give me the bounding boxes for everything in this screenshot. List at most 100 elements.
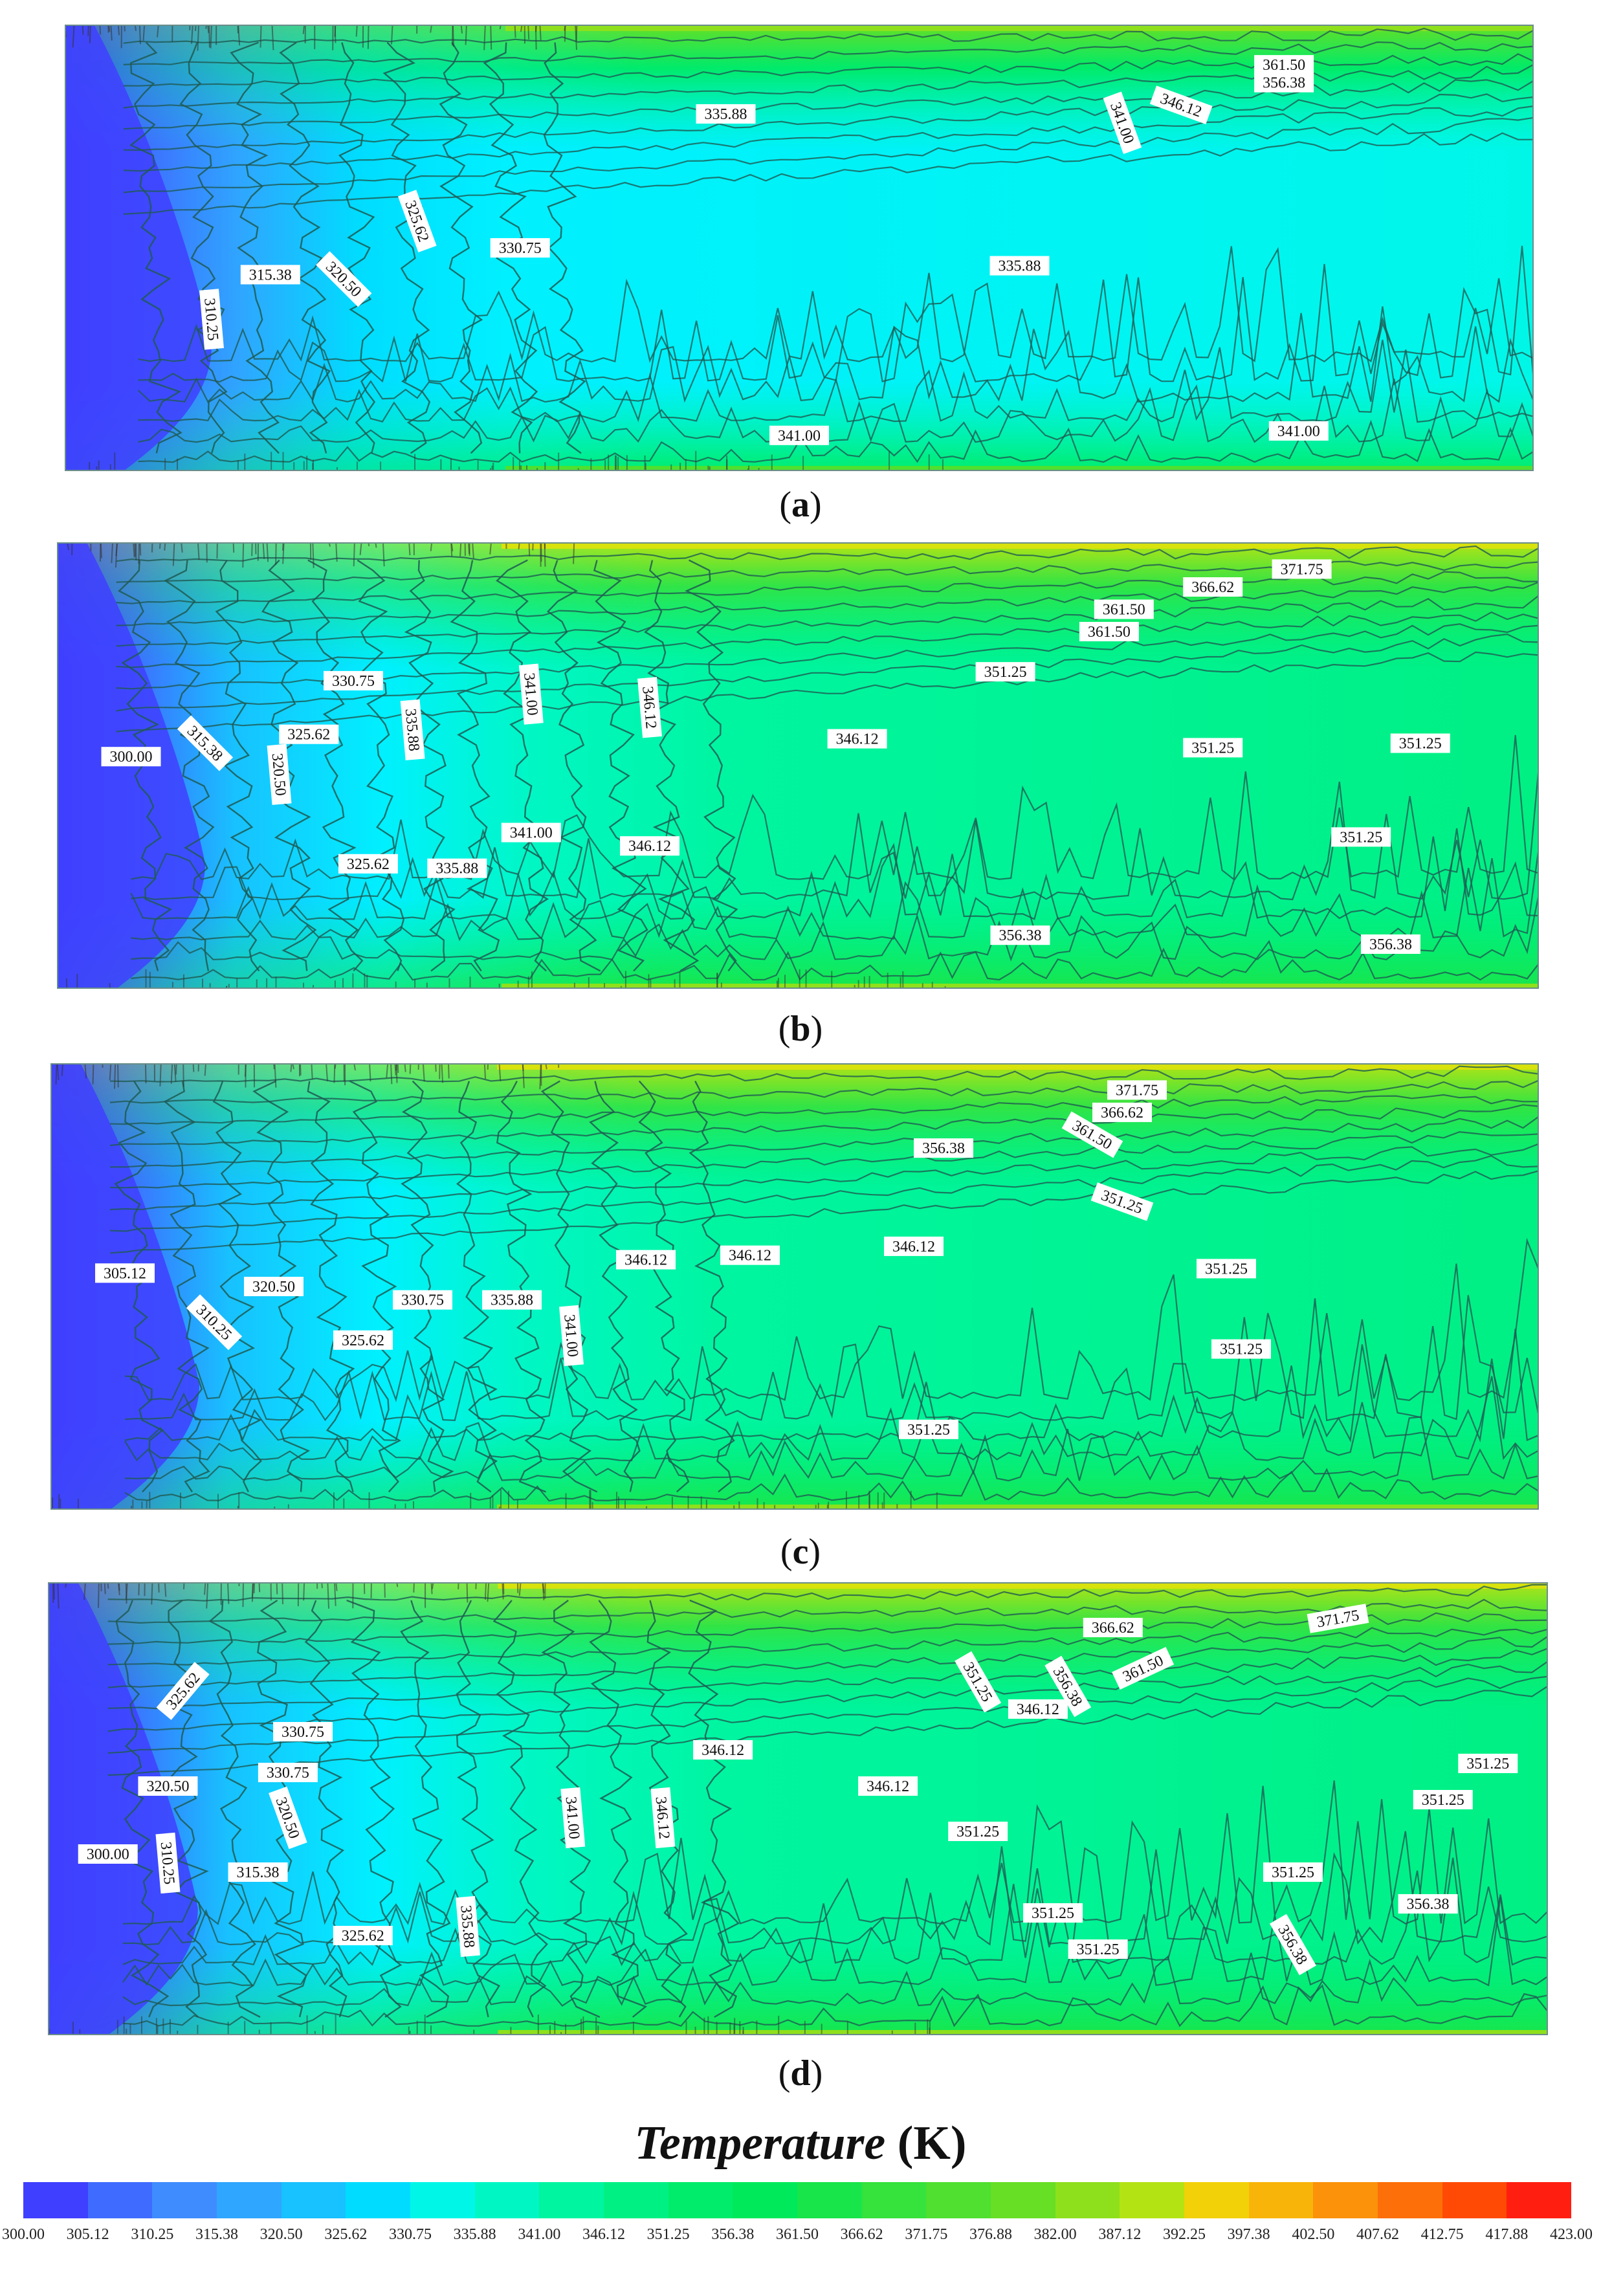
colorbar-cell (1313, 2182, 1378, 2218)
edge-hatch (84, 1063, 87, 1079)
edge-hatch (164, 542, 166, 551)
colorbar-cell (23, 2182, 88, 2218)
contour-line (638, 1080, 690, 1493)
contour-line (107, 1584, 1548, 1602)
contour-label-text: 351.25 (1422, 1792, 1464, 1809)
contour-label: 371.75 (1272, 559, 1332, 579)
contour-label-box (1107, 1080, 1167, 1100)
contour-label-text: 330.75 (401, 1292, 444, 1309)
contour-label-box (1008, 1699, 1068, 1719)
contour-line (116, 651, 1539, 733)
contour-line (107, 1627, 1548, 1666)
colorbar-title: Temperature (K) (0, 2116, 1601, 2171)
edge-hatch (466, 1582, 469, 1603)
contour-label-box (827, 729, 887, 749)
panel-b: 371.75 366.62 361.50 361.50 351.25 330.75 341.… (57, 542, 1539, 989)
colorbar-tick-label: 305.12 (66, 2226, 109, 2243)
edge-hatch (271, 25, 274, 50)
edge-hatch (181, 542, 183, 553)
colorbar-cell (861, 2182, 927, 2218)
contour-label-box (240, 265, 300, 285)
contour-label-text: 356.38 (999, 927, 1042, 944)
contour-label: 351.25 (1458, 1754, 1518, 1773)
contour-label: 325.62 (279, 724, 339, 744)
contour-line (138, 245, 1534, 383)
contour-label: 366.62 (1092, 1102, 1152, 1122)
colorbar-cell (217, 2182, 282, 2218)
edge-hatch (276, 1582, 278, 1595)
contour-line (401, 1080, 454, 1492)
colorbar-tick-label: 376.88 (969, 2226, 1012, 2243)
contour-line (107, 1648, 1548, 1710)
contour-label: 335.88 (400, 699, 425, 760)
colorbar-tick-label: 315.38 (195, 2226, 238, 2243)
contour-line (450, 560, 500, 972)
contour-label-box (1103, 91, 1142, 155)
colorbar-tick-label: 366.62 (840, 2226, 883, 2243)
contour-label-text: 351.25 (1205, 1261, 1248, 1277)
contour-label-text: 361.50 (1263, 57, 1305, 74)
edge-hatch (465, 25, 467, 45)
contour-line (109, 1104, 1539, 1147)
edge-hatch (100, 542, 102, 558)
edge-hatch (151, 1582, 153, 1605)
contour-label-box (1268, 421, 1329, 441)
contour-label-box (1183, 577, 1243, 597)
contour-line (304, 1600, 348, 2018)
colorbar-cell (346, 2182, 411, 2218)
edge-hatch (335, 542, 338, 562)
edge-hatch (422, 1063, 425, 1082)
contour-label-box (186, 1294, 243, 1351)
contour-label: 310.25 (199, 289, 224, 350)
contour-label-box (1361, 934, 1420, 954)
colorbar-tick-label: 325.62 (324, 2226, 368, 2243)
contour-label: 351.25 (975, 662, 1035, 682)
wall-edge-top (505, 25, 1534, 31)
contour-label: 351.25 (1197, 1259, 1256, 1279)
edge-hatch (359, 542, 362, 555)
contour-line (404, 560, 456, 972)
edge-hatch (192, 1063, 195, 1072)
edge-hatch (92, 1063, 94, 1085)
contour-label: 320.50 (138, 1776, 198, 1796)
contour-label-box (1254, 55, 1314, 75)
contour-label: 346.12 (720, 1245, 780, 1265)
edge-hatch (302, 25, 305, 34)
contour-line (107, 1635, 1548, 1688)
contour-line (114, 1080, 164, 1493)
contour-label: 351.25 (1023, 1903, 1083, 1923)
contour-label-text: 361.50 (1088, 624, 1131, 641)
contour-label: 341.00 (560, 1787, 586, 1849)
colorbar-cell (1184, 2182, 1249, 2218)
contour-label-text: 346.12 (729, 1248, 771, 1264)
contour-label: 366.62 (1083, 1618, 1143, 1637)
contour-line (116, 633, 1539, 712)
contour-label-box (156, 1662, 210, 1720)
contour-label-text: 335.88 (491, 1292, 533, 1309)
contour-line (124, 1376, 1539, 1462)
colorbar-cell (926, 2182, 991, 2218)
contour-line (212, 1081, 262, 1492)
contour-label-text: 300.00 (87, 1846, 129, 1863)
colorbar-tick-label: 346.12 (582, 2226, 625, 2243)
contour-label-text: 356.38 (922, 1140, 965, 1157)
edge-hatch (484, 1582, 487, 1600)
colorbar-cell (281, 2182, 346, 2218)
contour-label-box (78, 1844, 138, 1864)
contour-label-box (1398, 1894, 1458, 1914)
edge-hatch (138, 1582, 140, 1596)
contour-line (179, 42, 228, 454)
colorbar-tick-label: 371.75 (905, 2226, 948, 2243)
contour-line (123, 27, 1534, 44)
contour-label: 351.25 (1331, 827, 1391, 847)
colorbar-cell (797, 2182, 862, 2218)
contour-label-text: 305.12 (104, 1265, 146, 1282)
contour-label: 330.75 (258, 1763, 318, 1782)
contour-label-box (620, 836, 679, 856)
wall-edge-top (497, 1063, 1539, 1070)
edge-hatch (327, 1582, 330, 1609)
contour-line (589, 1600, 647, 2018)
contour-label-text: 351.25 (907, 1422, 950, 1439)
contour-label-box (616, 1250, 676, 1270)
contour-label-box (693, 1740, 753, 1760)
